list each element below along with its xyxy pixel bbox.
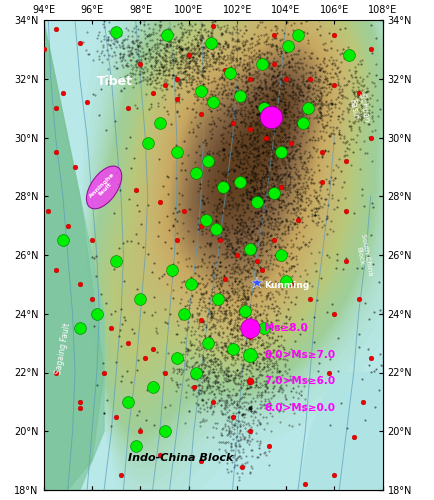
Text: 7.0>Ms≥6.0: 7.0>Ms≥6.0	[263, 376, 335, 386]
Text: Sagaing Fault: Sagaing Fault	[54, 322, 72, 376]
Text: 8.0>Ms≥7.0: 8.0>Ms≥7.0	[263, 350, 335, 360]
Ellipse shape	[86, 166, 122, 209]
Text: Kunming: Kunming	[263, 282, 309, 290]
Text: Ms≥8.0: Ms≥8.0	[263, 323, 307, 333]
Polygon shape	[43, 20, 104, 490]
Text: 6.0>Ms≥0.0: 6.0>Ms≥0.0	[263, 403, 334, 413]
Text: Sichuan
Basin: Sichuan Basin	[345, 92, 370, 125]
Text: Indo-China Block: Indo-China Block	[128, 452, 233, 462]
Text: Anninghe
fault: Anninghe fault	[88, 172, 119, 203]
Polygon shape	[297, 372, 382, 490]
Polygon shape	[43, 20, 104, 490]
Text: Tibet: Tibet	[97, 74, 132, 88]
Text: South China
Block: South China Block	[352, 233, 373, 277]
